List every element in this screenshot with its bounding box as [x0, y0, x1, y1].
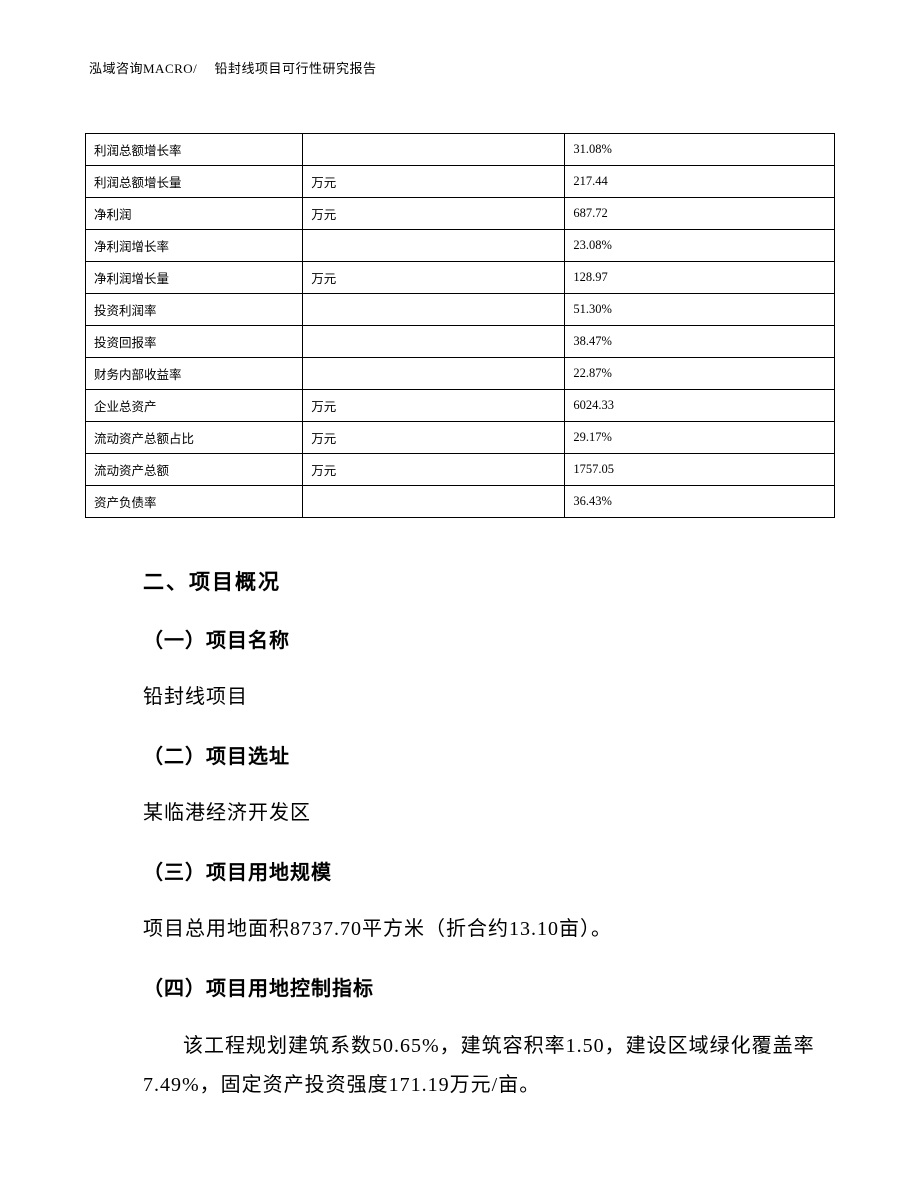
- cell-value: 51.30%: [565, 294, 835, 326]
- table-row: 财务内部收益率 22.87%: [86, 358, 835, 390]
- table-row: 流动资产总额万元1757.05: [86, 454, 835, 486]
- subsection-heading: （一）项目名称: [143, 624, 827, 653]
- subsection-heading: （三）项目用地规模: [143, 856, 827, 885]
- cell-value: 22.87%: [565, 358, 835, 390]
- cell-value: 6024.33: [565, 390, 835, 422]
- body-paragraph: 该工程规划建筑系数50.65%，建筑容积率1.50，建设区域绿化覆盖率7.49%…: [143, 1027, 827, 1105]
- cell-unit: [303, 134, 565, 166]
- cell-label: 流动资产总额占比: [86, 422, 303, 454]
- cell-value: 36.43%: [565, 486, 835, 518]
- table-row: 投资利润率 51.30%: [86, 294, 835, 326]
- cell-value: 38.47%: [565, 326, 835, 358]
- cell-unit: [303, 294, 565, 326]
- metrics-table: 利润总额增长率31.08% 利润总额增长量万元217.44 净利润万元687.7…: [85, 133, 835, 518]
- cell-value: 217.44: [565, 166, 835, 198]
- cell-label: 净利润增长量: [86, 262, 303, 294]
- cell-value: 31.08%: [565, 134, 835, 166]
- table-row: 资产负债率 36.43%: [86, 486, 835, 518]
- page-header: 泓域咨询MACRO/ 铅封线项目可行性研究报告: [89, 58, 835, 77]
- table-row: 净利润万元687.72: [86, 198, 835, 230]
- subsection-heading: （四）项目用地控制指标: [143, 972, 827, 1001]
- table-row: 流动资产总额占比万元29.17%: [86, 422, 835, 454]
- cell-label: 财务内部收益率: [86, 358, 303, 390]
- cell-unit: [303, 358, 565, 390]
- cell-label: 净利润: [86, 198, 303, 230]
- table-row: 利润总额增长率 31.08%: [86, 134, 835, 166]
- cell-value: 29.17%: [565, 422, 835, 454]
- cell-label: 资产负债率: [86, 486, 303, 518]
- table-row: 投资回报率 38.47%: [86, 326, 835, 358]
- cell-label: 投资利润率: [86, 294, 303, 326]
- cell-unit: [303, 326, 565, 358]
- cell-value: 687.72: [565, 198, 835, 230]
- cell-label: 流动资产总额: [86, 454, 303, 486]
- cell-label: 企业总资产: [86, 390, 303, 422]
- cell-unit: 万元: [303, 166, 565, 198]
- table-row: 企业总资产万元6024.33: [86, 390, 835, 422]
- cell-label: 净利润增长率: [86, 230, 303, 262]
- cell-unit: 万元: [303, 198, 565, 230]
- table-row: 净利润增长率 23.08%: [86, 230, 835, 262]
- cell-unit: 万元: [303, 262, 565, 294]
- section-heading: 二、项目概况: [143, 566, 827, 596]
- body-paragraph: 铅封线项目: [143, 679, 827, 716]
- table-row: 利润总额增长量万元217.44: [86, 166, 835, 198]
- cell-value: 1757.05: [565, 454, 835, 486]
- cell-label: 利润总额增长量: [86, 166, 303, 198]
- cell-unit: 万元: [303, 422, 565, 454]
- table-row: 净利润增长量万元128.97: [86, 262, 835, 294]
- cell-value: 23.08%: [565, 230, 835, 262]
- cell-unit: [303, 230, 565, 262]
- cell-unit: 万元: [303, 390, 565, 422]
- table-body: 利润总额增长率31.08% 利润总额增长量万元217.44 净利润万元687.7…: [86, 134, 835, 518]
- cell-label: 投资回报率: [86, 326, 303, 358]
- body-paragraph: 项目总用地面积8737.70平方米（折合约13.10亩）。: [143, 911, 827, 948]
- cell-label: 利润总额增长率: [86, 134, 303, 166]
- content-area: 二、项目概况 （一）项目名称 铅封线项目 （二）项目选址 某临港经济开发区 （三…: [85, 566, 835, 1105]
- cell-unit: [303, 486, 565, 518]
- cell-value: 128.97: [565, 262, 835, 294]
- subsection-heading: （二）项目选址: [143, 740, 827, 769]
- cell-unit: 万元: [303, 454, 565, 486]
- body-paragraph: 某临港经济开发区: [143, 795, 827, 832]
- document-page: 泓域咨询MACRO/ 铅封线项目可行性研究报告 利润总额增长率 31.08% 利润…: [0, 0, 920, 1105]
